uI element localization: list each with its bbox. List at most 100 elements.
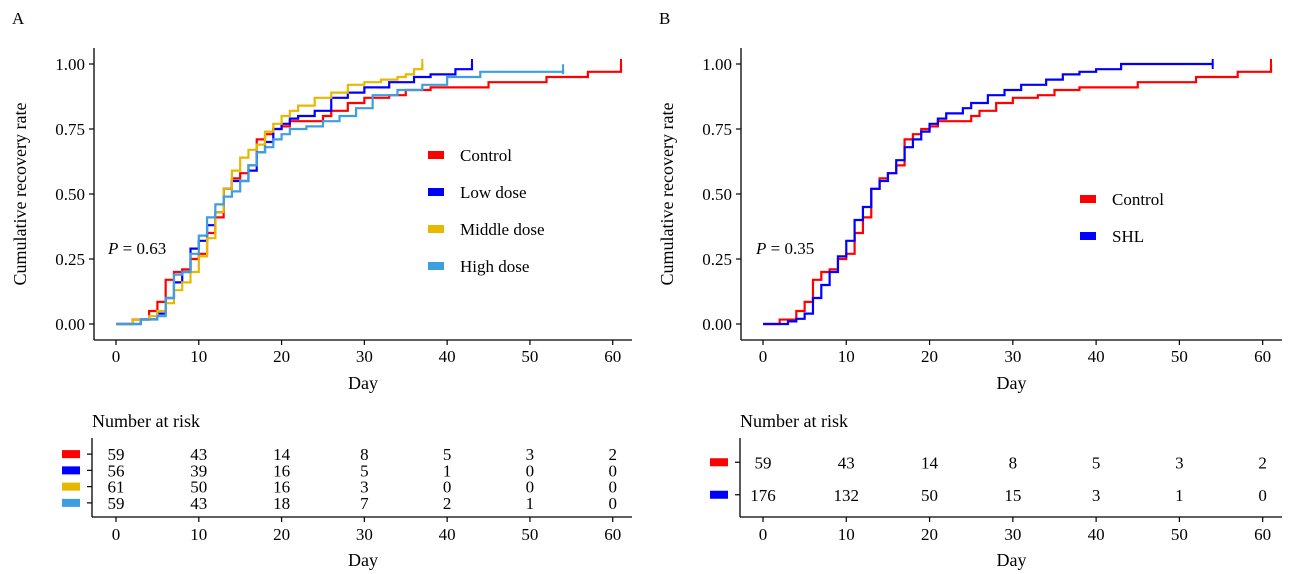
risk-count: 1 bbox=[526, 494, 535, 513]
risk-x-tick-label: 30 bbox=[356, 525, 373, 544]
risk-count: 5 bbox=[1092, 453, 1101, 472]
risk-row-swatch bbox=[62, 498, 80, 507]
risk-x-tick-label: 60 bbox=[1254, 525, 1271, 544]
risk-count: 61 bbox=[108, 478, 125, 497]
y-tick-label: 0.50 bbox=[55, 185, 85, 204]
p-symbol: P bbox=[755, 239, 766, 258]
x-axis-title: Day bbox=[997, 373, 1027, 393]
legend-swatch bbox=[428, 225, 444, 233]
risk-count: 132 bbox=[834, 486, 860, 505]
chart-panel-a: A 0.00 0.25 0.50 0.75 1.00 0 10 20 30 40 50 60 Day Cum… bbox=[10, 9, 632, 393]
legend-label: Middle dose bbox=[460, 220, 545, 239]
risk-count: 8 bbox=[1009, 453, 1018, 472]
series-line-low-dose bbox=[116, 64, 474, 326]
y-tick-label: 1.00 bbox=[702, 55, 732, 74]
risk-count: 0 bbox=[608, 461, 617, 480]
x-tick-label: 60 bbox=[604, 347, 621, 366]
legend-label: High dose bbox=[460, 257, 529, 276]
risk-x-tick-label: 10 bbox=[190, 525, 207, 544]
y-tick-label: 0.75 bbox=[702, 120, 732, 139]
risk-x-tick-label: 40 bbox=[1088, 525, 1105, 544]
legend: Control SHL bbox=[1080, 190, 1164, 246]
x-tick-label: 40 bbox=[1088, 347, 1105, 366]
p-symbol: P bbox=[107, 239, 118, 258]
risk-count: 1 bbox=[1175, 486, 1184, 505]
risk-count: 176 bbox=[750, 486, 776, 505]
risk-count: 0 bbox=[1258, 486, 1267, 505]
risk-count: 59 bbox=[108, 494, 125, 513]
risk-x-tick-label: 10 bbox=[838, 525, 855, 544]
risk-table-title: Number at risk bbox=[92, 411, 200, 431]
x-tick-label: 10 bbox=[190, 347, 207, 366]
risk-count: 3 bbox=[1175, 453, 1184, 472]
risk-count: 0 bbox=[526, 461, 535, 480]
risk-count: 2 bbox=[1258, 453, 1267, 472]
p-value: = 0.63 bbox=[118, 239, 166, 258]
risk-count: 0 bbox=[608, 478, 617, 497]
p-value: = 0.35 bbox=[766, 239, 814, 258]
legend-swatch bbox=[428, 151, 444, 159]
risk-count: 14 bbox=[273, 445, 291, 464]
risk-count: 43 bbox=[190, 494, 207, 513]
x-axis-title: Day bbox=[348, 373, 378, 393]
y-tick-label: 1.00 bbox=[55, 55, 85, 74]
p-value-text: P = 0.35 bbox=[755, 239, 814, 258]
risk-count: 7 bbox=[360, 494, 369, 513]
legend-label: Low dose bbox=[460, 183, 527, 202]
risk-count: 5 bbox=[443, 445, 452, 464]
risk-count: 3 bbox=[360, 478, 369, 497]
risk-x-tick-label: 0 bbox=[112, 525, 121, 544]
y-tick-label: 0.25 bbox=[55, 250, 85, 269]
risk-row-swatch bbox=[710, 458, 728, 467]
x-tick-label: 50 bbox=[1171, 347, 1188, 366]
risk-count: 2 bbox=[608, 445, 617, 464]
risk-count: 14 bbox=[921, 453, 939, 472]
risk-count: 16 bbox=[273, 461, 290, 480]
risk-count: 39 bbox=[190, 461, 207, 480]
risk-count: 43 bbox=[190, 445, 207, 464]
risk-count: 5 bbox=[360, 461, 369, 480]
x-tick-label: 10 bbox=[838, 347, 855, 366]
x-tick-label: 40 bbox=[439, 347, 456, 366]
legend-label: SHL bbox=[1112, 227, 1144, 246]
y-tick-label: 0.25 bbox=[702, 250, 732, 269]
panel-label: B bbox=[659, 9, 670, 28]
risk-count: 1 bbox=[443, 461, 452, 480]
x-tick-label: 60 bbox=[1254, 347, 1271, 366]
risk-count: 50 bbox=[190, 478, 207, 497]
risk-count: 2 bbox=[443, 494, 452, 513]
legend-label: Control bbox=[460, 146, 512, 165]
risk-table-title: Number at risk bbox=[740, 411, 848, 431]
risk-count: 59 bbox=[108, 445, 125, 464]
risk-count: 59 bbox=[755, 453, 772, 472]
legend: Control Low dose Middle dose High dose bbox=[428, 146, 545, 276]
y-tick-label: 0.00 bbox=[55, 315, 85, 334]
x-tick-label: 30 bbox=[1004, 347, 1021, 366]
risk-x-tick-label: 0 bbox=[759, 525, 768, 544]
y-tick-label: 0.00 bbox=[702, 315, 732, 334]
chart-panel-b: B 0.00 0.25 0.50 0.75 1.00 0 10 20 30 40 50 60 Day Cum… bbox=[657, 9, 1282, 393]
series-line-control bbox=[116, 64, 623, 326]
legend-label: Control bbox=[1112, 190, 1164, 209]
y-axis-title: Cumulative recovery rate bbox=[10, 103, 30, 286]
risk-count: 56 bbox=[108, 461, 125, 480]
risk-row-swatch bbox=[62, 466, 80, 475]
risk-row-swatch bbox=[710, 490, 728, 499]
risk-count: 50 bbox=[921, 486, 938, 505]
risk-x-tick-label: 40 bbox=[439, 525, 456, 544]
legend-swatch bbox=[428, 188, 444, 196]
legend-swatch bbox=[1080, 232, 1096, 240]
x-tick-label: 20 bbox=[273, 347, 290, 366]
risk-count: 3 bbox=[1092, 486, 1101, 505]
risk-count: 43 bbox=[838, 453, 855, 472]
risk-count: 16 bbox=[273, 478, 290, 497]
risk-x-tick-label: 30 bbox=[1004, 525, 1021, 544]
risk-count: 0 bbox=[608, 494, 617, 513]
series-line-middle-dose bbox=[116, 64, 424, 326]
risk-count: 3 bbox=[526, 445, 535, 464]
risk-row-swatch bbox=[62, 450, 80, 459]
risk-row-swatch bbox=[62, 482, 80, 491]
risk-x-tick-label: 20 bbox=[921, 525, 938, 544]
